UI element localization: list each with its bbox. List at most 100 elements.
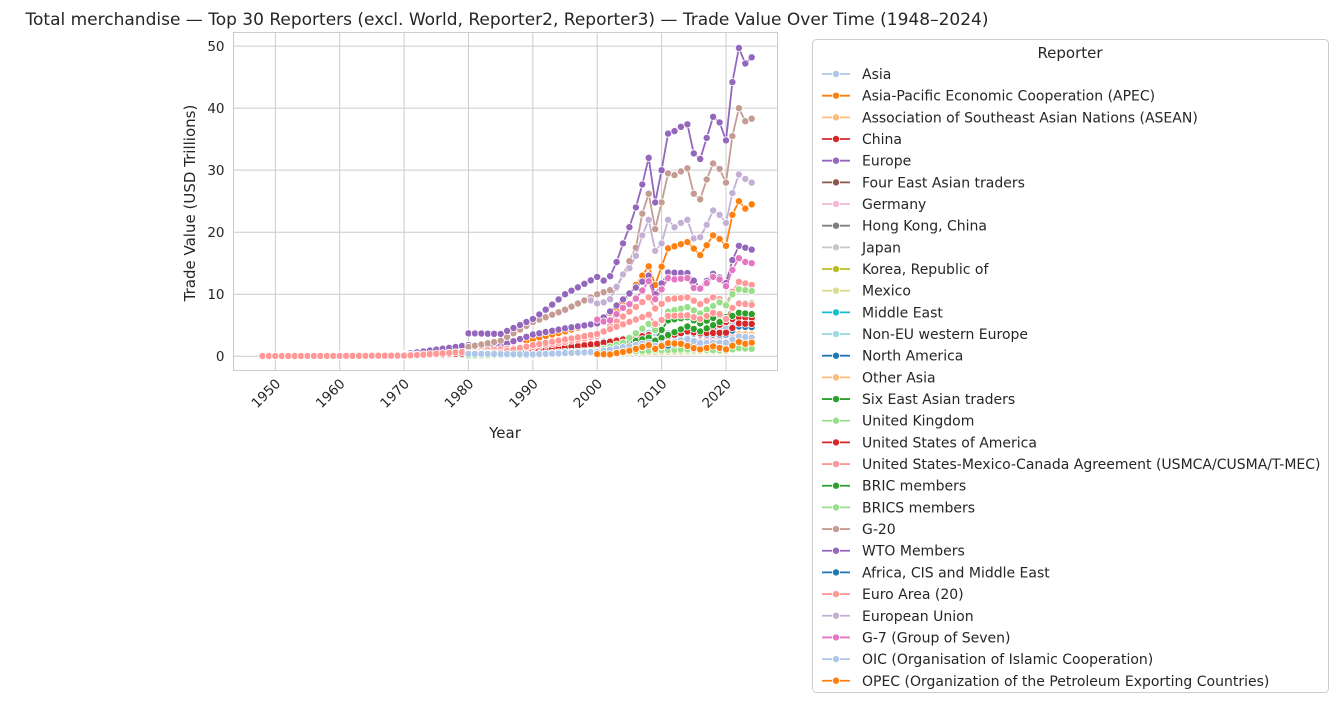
data-point xyxy=(419,350,428,359)
data-point xyxy=(657,262,666,271)
data-point xyxy=(644,341,653,350)
data-point xyxy=(657,239,666,248)
data-point xyxy=(657,285,666,294)
legend-marker xyxy=(832,416,841,425)
x-tick-label: 2000 xyxy=(570,376,606,412)
data-point xyxy=(715,275,724,284)
data-point xyxy=(728,189,737,198)
legend-label: OPEC (Organization of the Petroleum Expo… xyxy=(862,674,1269,690)
data-point xyxy=(567,286,576,295)
data-point xyxy=(548,300,557,309)
data-point xyxy=(586,296,595,305)
data-point xyxy=(573,333,582,342)
legend-marker xyxy=(832,113,841,122)
legend-marker xyxy=(832,546,841,555)
data-point xyxy=(696,154,705,163)
data-point xyxy=(651,198,660,207)
legend-marker xyxy=(832,373,841,382)
data-point xyxy=(631,283,640,292)
legend-item: BRICS members xyxy=(822,500,975,516)
legend-label: Six East Asian traders xyxy=(862,392,1015,408)
data-point xyxy=(651,319,660,328)
legend-marker xyxy=(832,503,841,512)
data-point xyxy=(535,329,544,338)
data-point xyxy=(709,112,718,121)
data-point xyxy=(535,339,544,348)
legend-item: Middle East xyxy=(822,305,943,321)
data-point xyxy=(644,262,653,271)
data-point xyxy=(657,299,666,308)
y-tick-label: 0 xyxy=(216,349,225,365)
data-point xyxy=(509,323,518,332)
legend-label: Africa, CIS and Middle East xyxy=(862,565,1050,581)
data-point xyxy=(715,343,724,352)
legend-marker xyxy=(832,135,841,144)
legend-label: Japan xyxy=(861,240,901,256)
data-point xyxy=(734,254,743,263)
data-point xyxy=(715,298,724,307)
data-point xyxy=(528,330,537,339)
legend-marker xyxy=(832,308,841,317)
data-point xyxy=(567,302,576,311)
legend-label: China xyxy=(862,132,902,148)
data-point xyxy=(619,295,628,304)
data-point xyxy=(593,272,602,281)
legend-label: Mexico xyxy=(862,284,911,300)
legend-label: Four East Asian traders xyxy=(862,175,1025,191)
legend-marker xyxy=(832,481,841,490)
legend-marker xyxy=(832,525,841,534)
data-point xyxy=(728,341,737,350)
legend-item: United Kingdom xyxy=(822,414,974,430)
data-point xyxy=(702,311,711,320)
legend-item: United States-Mexico-Canada Agreement (U… xyxy=(822,457,1320,473)
data-point xyxy=(683,274,692,283)
legend-marker xyxy=(832,395,841,404)
series xyxy=(593,254,756,326)
data-point xyxy=(709,321,718,330)
legend-title: Reporter xyxy=(1037,44,1103,62)
data-point xyxy=(561,290,570,299)
data-point xyxy=(638,286,647,295)
data-point xyxy=(586,276,595,285)
data-point xyxy=(535,310,544,319)
data-point xyxy=(612,282,621,291)
data-point xyxy=(657,166,666,175)
data-point xyxy=(625,264,634,273)
legend-item: Asia-Pacific Economic Cooperation (APEC) xyxy=(822,89,1155,105)
data-point xyxy=(728,132,737,141)
data-point xyxy=(490,337,499,346)
legend-marker xyxy=(832,633,841,642)
data-point xyxy=(644,293,653,302)
data-point xyxy=(696,300,705,309)
data-point xyxy=(709,293,718,302)
data-point xyxy=(676,240,685,249)
data-point xyxy=(496,329,505,338)
data-point xyxy=(631,329,640,338)
data-point xyxy=(470,341,479,350)
data-point xyxy=(593,290,602,299)
data-point xyxy=(580,321,589,330)
legend-marker xyxy=(832,590,841,599)
data-point xyxy=(631,302,640,311)
legend-marker xyxy=(832,91,841,100)
data-point xyxy=(747,259,756,268)
legend-marker xyxy=(832,460,841,469)
data-point xyxy=(683,215,692,224)
legend-marker xyxy=(832,568,841,577)
data-point xyxy=(638,324,647,333)
data-point xyxy=(676,274,685,283)
data-point xyxy=(638,180,647,189)
legend-item: G-20 xyxy=(822,522,896,538)
data-point xyxy=(599,317,608,326)
legend-label: Hong Kong, China xyxy=(862,219,987,235)
legend-item: Europe xyxy=(822,154,911,170)
x-tick-label: 1980 xyxy=(442,376,478,412)
legend-item: United States of America xyxy=(822,435,1037,451)
data-point xyxy=(747,338,756,347)
data-point xyxy=(734,44,743,53)
legend-marker xyxy=(832,156,841,165)
data-point xyxy=(554,295,563,304)
data-point xyxy=(625,300,634,309)
legend-label: BRIC members xyxy=(862,479,966,495)
data-point xyxy=(741,59,750,68)
